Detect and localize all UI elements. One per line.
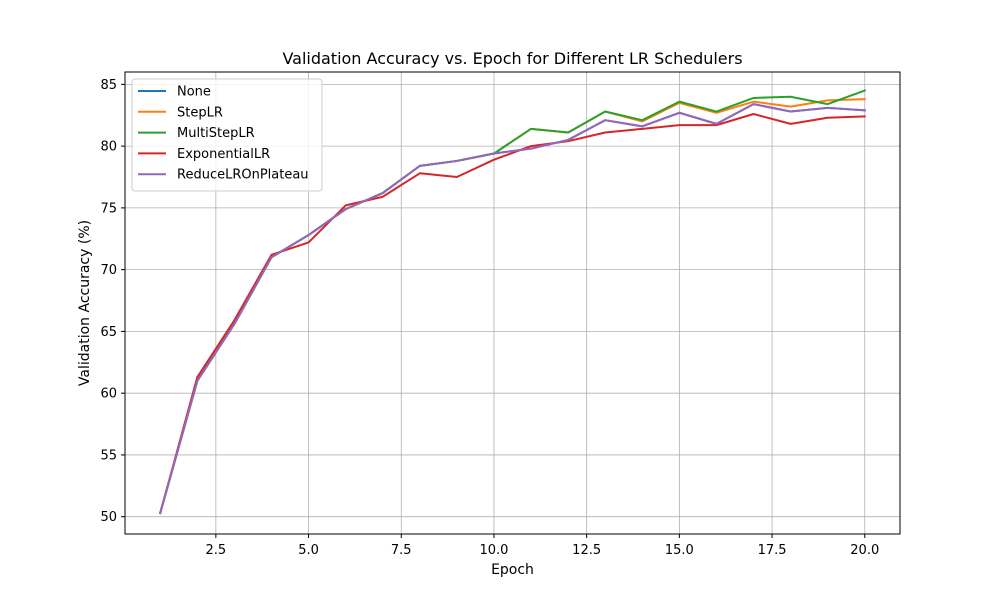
- legend-box: [131, 78, 323, 192]
- axis-ticks: 2.5 5.0 7.5 10.0 12.5 15.0 17.5 20.0 50 55 60 65 70 7…: [100, 78, 879, 558]
- y-tick-label: 70: [100, 263, 117, 278]
- y-tick-label: 55: [100, 448, 117, 463]
- legend-label: ExponentialLR: [177, 147, 270, 162]
- y-tick-label: 60: [100, 387, 117, 402]
- y-tick-label: 80: [100, 140, 117, 155]
- y-tick-label: 75: [100, 201, 117, 216]
- legend: None StepLR MultiStepLR ExponentialLR Reduce…: [131, 78, 323, 192]
- x-axis-title: Epoch: [491, 562, 534, 578]
- y-axis-title: Validation Accuracy (%): [77, 220, 93, 386]
- y-tick-label: 85: [100, 78, 117, 93]
- legend-label: StepLR: [177, 105, 223, 120]
- legend-label: ReduceLROnPlateau: [177, 168, 309, 183]
- plot-frame: [124, 71, 901, 535]
- x-tick-label: 15.0: [665, 543, 694, 558]
- x-tick-label: 2.5: [206, 543, 227, 558]
- x-tick-label: 10.0: [479, 543, 508, 558]
- legend-label: MultiStepLR: [177, 126, 255, 141]
- chart-title: Validation Accuracy vs. Epoch for Differ…: [282, 49, 742, 68]
- y-tick-label: 65: [100, 325, 117, 340]
- x-tick-label: 5.0: [298, 543, 319, 558]
- x-tick-label: 12.5: [572, 543, 601, 558]
- series-lines: [158, 89, 867, 515]
- x-tick-label: 20.0: [850, 543, 879, 558]
- grid: [125, 72, 900, 534]
- legend-label: None: [177, 85, 211, 100]
- x-tick-label: 7.5: [391, 543, 412, 558]
- y-tick-label: 50: [100, 510, 117, 525]
- series-line-reducelronplateau: [158, 103, 866, 515]
- x-tick-label: 17.5: [758, 543, 787, 558]
